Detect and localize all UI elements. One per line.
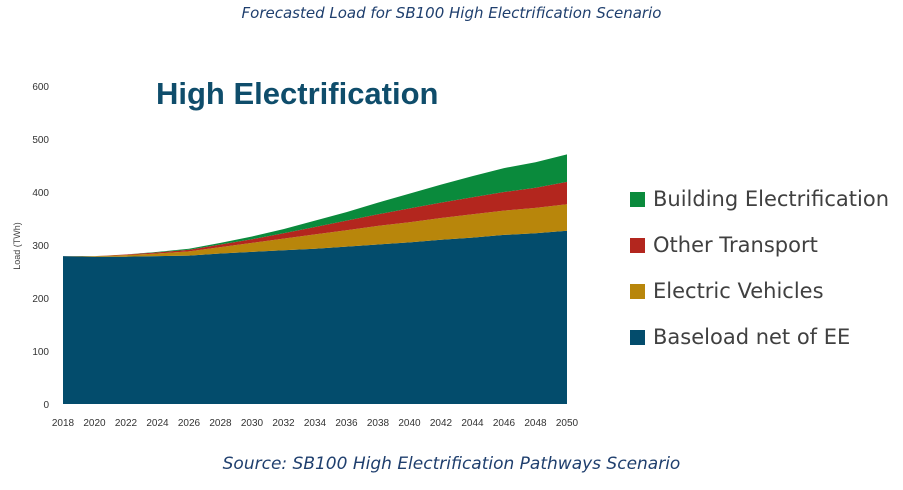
legend-swatch bbox=[630, 329, 645, 345]
legend-swatch bbox=[630, 191, 645, 207]
legend-label: Electric Vehicles bbox=[653, 279, 824, 303]
legend-label: Other Transport bbox=[653, 233, 818, 257]
y-tick-label: 0 bbox=[43, 400, 49, 411]
y-tick-label: 300 bbox=[32, 241, 49, 252]
legend-item-building-electrification: Building Electrification bbox=[630, 176, 889, 222]
y-axis-label: Load (TWh) bbox=[12, 222, 22, 270]
chart-title: High Electrification bbox=[156, 76, 439, 111]
x-tick-label: 2028 bbox=[209, 418, 232, 429]
legend-label: Building Electrification bbox=[653, 187, 890, 211]
x-tick-label: 2034 bbox=[304, 418, 327, 429]
x-tick-label: 2032 bbox=[272, 418, 295, 429]
legend: Building Electrification Other Transport… bbox=[630, 176, 889, 360]
x-tick-label: 2042 bbox=[430, 418, 453, 429]
legend-swatch bbox=[630, 283, 645, 299]
area-series-electric-vehicles bbox=[63, 204, 567, 257]
chart-areas bbox=[63, 154, 567, 404]
y-tick-label: 200 bbox=[32, 294, 49, 305]
legend-item-electric-vehicles: Electric Vehicles bbox=[630, 268, 889, 314]
y-tick-label: 600 bbox=[32, 82, 49, 93]
x-tick-label: 2030 bbox=[241, 418, 264, 429]
x-tick-label: 2036 bbox=[335, 418, 358, 429]
legend-label: Baseload net of EE bbox=[653, 325, 851, 349]
x-tick-label: 2038 bbox=[367, 418, 390, 429]
x-tick-label: 2018 bbox=[52, 418, 75, 429]
y-tick-label: 100 bbox=[32, 347, 49, 358]
x-tick-label: 2050 bbox=[556, 418, 579, 429]
source-note: Source: SB100 High Electrification Pathw… bbox=[222, 454, 681, 474]
x-tick-label: 2048 bbox=[524, 418, 547, 429]
figure-title: Forecasted Load for SB100 High Electrifi… bbox=[241, 4, 662, 22]
x-tick-label: 2044 bbox=[461, 418, 484, 429]
x-tick-label: 2024 bbox=[146, 418, 169, 429]
x-tick-label: 2022 bbox=[115, 418, 138, 429]
x-tick-label: 2046 bbox=[493, 418, 516, 429]
x-tick-label: 2040 bbox=[398, 418, 421, 429]
x-axis-ticks: 2018 2020 2022 2024 2026 2028 2030 2032 2034 2036… bbox=[52, 418, 579, 429]
legend-swatch bbox=[630, 237, 645, 253]
x-tick-label: 2026 bbox=[178, 418, 201, 429]
y-tick-label: 400 bbox=[32, 188, 49, 199]
legend-item-other-transport: Other Transport bbox=[630, 222, 889, 268]
y-axis-ticks: 0 100 200 300 400 500 600 bbox=[32, 82, 49, 411]
legend-item-baseload: Baseload net of EE bbox=[630, 314, 889, 360]
x-tick-label: 2020 bbox=[83, 418, 106, 429]
area-series-baseload-net-of-ee bbox=[63, 230, 567, 404]
y-tick-label: 500 bbox=[32, 135, 49, 146]
